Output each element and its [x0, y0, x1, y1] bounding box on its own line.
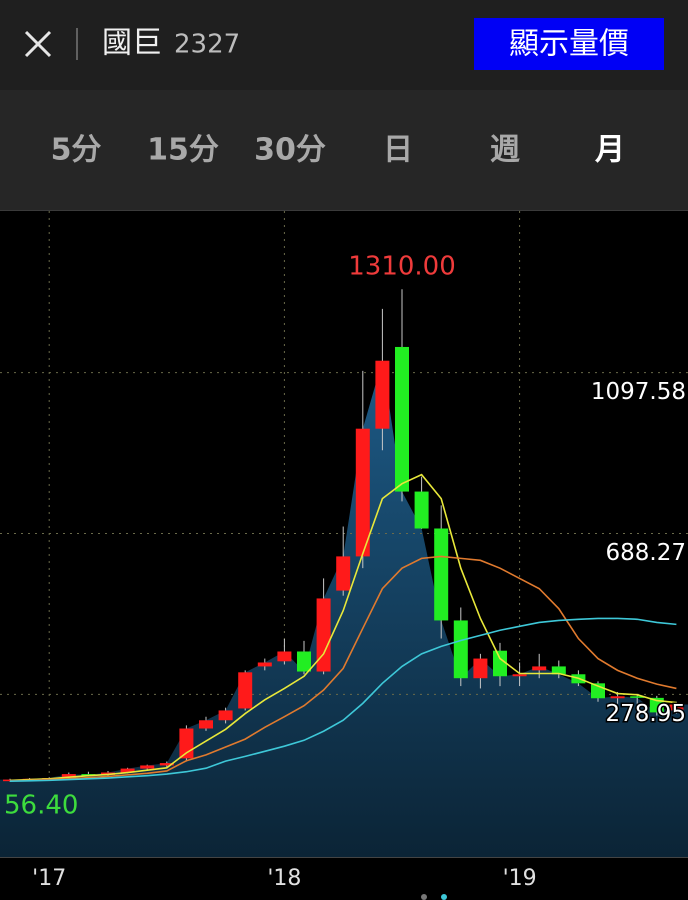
close-button[interactable] — [24, 30, 52, 58]
candle-body — [140, 765, 155, 769]
candle-body — [316, 598, 331, 672]
candle-body — [473, 658, 488, 679]
stock-code: 2327 — [174, 30, 240, 60]
candle-body — [395, 346, 409, 492]
candle-body — [610, 696, 625, 699]
candle-body — [159, 763, 174, 766]
candle-body — [512, 674, 527, 677]
x-tick-label: '19 — [503, 866, 537, 891]
tab-bar — [0, 90, 688, 210]
tab[interactable]: 30分 — [254, 133, 326, 168]
tab[interactable]: 15分 — [147, 133, 219, 168]
candle-body — [179, 728, 194, 759]
button-label: 顯示量價 — [509, 27, 629, 62]
toggle-volume-button[interactable]: 顯示量價 — [474, 18, 664, 70]
tab[interactable]: 月 — [595, 133, 625, 168]
x-tick-label: '18 — [267, 866, 301, 891]
candle-body — [493, 650, 507, 677]
candle-body — [257, 662, 272, 667]
candle-body — [277, 651, 292, 662]
candle-body — [297, 651, 311, 672]
candle-body — [669, 704, 684, 711]
y-tick-label: 278.95 — [606, 701, 686, 727]
tab[interactable]: 週 — [490, 133, 520, 168]
stock-name: 國巨 — [102, 26, 162, 61]
y-tick-label: 688.27 — [606, 540, 686, 566]
candle-body — [61, 774, 76, 779]
close-icon — [24, 30, 52, 58]
tab[interactable]: 5分 — [51, 133, 102, 168]
button-bg — [474, 18, 664, 70]
x-tick-label: '17 — [32, 866, 66, 891]
candle-body — [375, 360, 390, 429]
price-annotation: 56.40 — [4, 790, 78, 820]
candle-body — [434, 528, 449, 621]
moving-average-line — [9, 555, 677, 782]
candle-body — [630, 696, 645, 698]
tab[interactable]: 日 — [383, 133, 413, 168]
candle-body — [81, 774, 96, 776]
candle-body — [336, 556, 351, 591]
tabs: 5分 15分 30分 日 週 月 — [51, 133, 625, 168]
y-tick-label: 1097.58 — [591, 379, 686, 405]
candle-body — [355, 428, 370, 557]
page-dot — [421, 894, 427, 900]
page-dot — [441, 894, 447, 900]
plot: '17 '18 '19 278.95 688.27 1097.58 1310.00 56.40 — [0, 211, 688, 891]
candle-body — [199, 720, 213, 729]
candle-body — [551, 666, 566, 675]
candle-body — [453, 620, 468, 679]
candle-body — [532, 666, 547, 671]
candle-body — [414, 491, 429, 529]
candle-body — [238, 672, 253, 709]
candle-body — [218, 710, 233, 721]
candle-body — [120, 768, 135, 773]
moving-average-line — [9, 473, 677, 782]
price-annotation: 1310.00 — [348, 252, 456, 282]
moving-average-line — [9, 617, 677, 782]
